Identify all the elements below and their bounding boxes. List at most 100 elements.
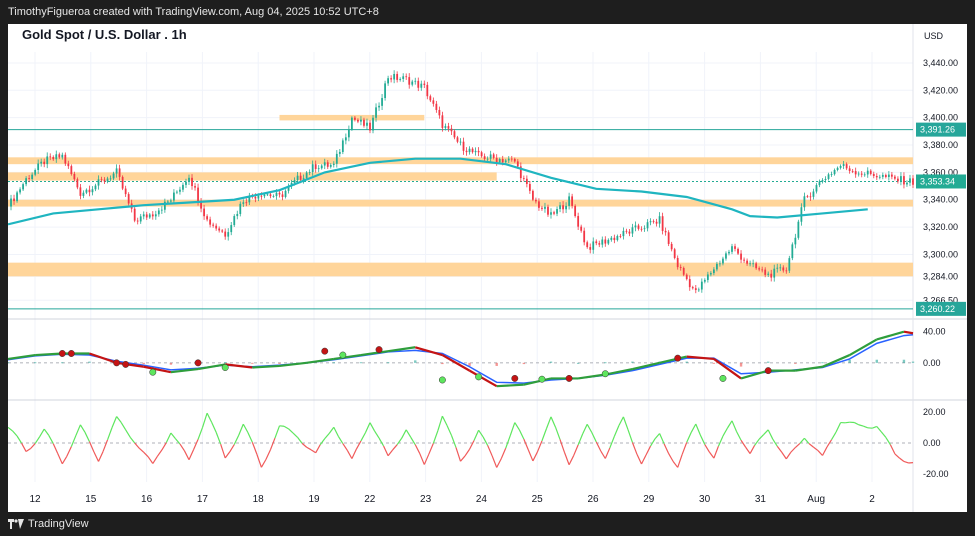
candle-body xyxy=(791,244,794,259)
macd-line-segment xyxy=(795,365,823,372)
momentum-line-segment xyxy=(170,432,176,439)
macd-histogram-bar xyxy=(739,362,743,367)
momentum-line-segment xyxy=(631,442,638,455)
candle-body xyxy=(586,242,589,248)
macd-cross-marker xyxy=(674,354,682,362)
candle-body xyxy=(643,228,646,230)
candle-body xyxy=(734,246,736,249)
price-tick-label: 3,340.00 xyxy=(923,195,958,205)
momentum-line-segment xyxy=(446,424,452,436)
time-tick-label: 12 xyxy=(29,494,41,505)
time-axis[interactable]: 12 15 16 17 18 19 22 23 24 25 26 29 30 31 Aug 2 xyxy=(29,494,875,505)
candle-body xyxy=(670,243,673,250)
momentum-line-segment xyxy=(419,453,425,465)
candle-body xyxy=(610,237,613,240)
tradingview-logo-icon xyxy=(8,519,24,529)
momentum-line-segment xyxy=(387,449,394,457)
momentum-line-segment xyxy=(161,442,167,451)
candle-body xyxy=(550,212,552,215)
momentum-line-segment xyxy=(663,443,670,454)
momentum-line-segment xyxy=(383,445,389,457)
macd-histogram-bar xyxy=(495,362,498,366)
time-tick-label: 31 xyxy=(755,494,767,505)
macd-histogram-bar xyxy=(911,361,915,363)
candle-body xyxy=(188,177,190,182)
momentum-line-segment xyxy=(324,432,330,440)
candle-body xyxy=(124,188,127,195)
candle-body xyxy=(740,253,742,260)
candle-body xyxy=(103,179,106,182)
chart-area[interactable]: 3,440.00 3,420.00 3,400.00 3,380.00 3,360.00… xyxy=(6,24,967,512)
macd-histogram-bar xyxy=(386,362,390,364)
momentum-line-segment xyxy=(514,422,520,431)
price-tick-label: 3,380.00 xyxy=(923,140,958,150)
candle-body xyxy=(109,178,112,180)
momentum-line-segment xyxy=(197,427,204,440)
momentum-line-segment xyxy=(192,439,199,450)
time-tick-label: Aug xyxy=(807,494,825,505)
candle-body xyxy=(827,174,830,179)
candle-body xyxy=(112,173,115,179)
macd-cross-marker xyxy=(58,350,66,357)
candle-body xyxy=(366,122,368,126)
candle-body xyxy=(444,126,447,128)
candle-body xyxy=(426,84,429,97)
candle-body xyxy=(387,78,389,84)
candle-body xyxy=(462,141,465,151)
chart-title: Gold Spot / U.S. Dollar . 1h xyxy=(22,27,187,42)
candle-body xyxy=(866,170,869,175)
candle-body xyxy=(706,274,709,280)
momentum-line-segment xyxy=(206,412,213,423)
momentum-line-segment xyxy=(355,440,362,450)
candle-body xyxy=(73,173,76,180)
momentum-line-segment xyxy=(79,424,86,433)
candle-body xyxy=(709,273,712,275)
candle-body xyxy=(91,189,94,193)
level-label: 3,391.26 xyxy=(920,125,955,135)
momentum-line-segment xyxy=(595,441,602,452)
momentum-line-segment xyxy=(156,449,163,457)
chart-canvas[interactable]: 3,440.00 3,420.00 3,400.00 3,380.00 3,360.00… xyxy=(6,24,967,512)
macd-line-segment xyxy=(170,367,199,374)
price-axis[interactable]: 3,440.00 3,420.00 3,400.00 3,380.00 3,360.00… xyxy=(916,58,966,479)
momentum-line-segment xyxy=(469,440,475,450)
candle-body xyxy=(396,73,399,80)
momentum-line-segment xyxy=(767,429,774,440)
macd-histogram-bar xyxy=(88,361,91,363)
candle-body xyxy=(685,274,688,280)
candle-body xyxy=(94,185,97,190)
momentum-line-segment xyxy=(179,443,185,452)
momentum-line-segment xyxy=(16,435,23,444)
candle-body xyxy=(378,105,380,108)
momentum-line-segment xyxy=(378,437,385,447)
candle-body xyxy=(49,156,52,158)
candle-body xyxy=(456,137,459,142)
candle-body xyxy=(166,201,169,203)
candle-body xyxy=(154,214,157,217)
candle-body xyxy=(522,178,525,179)
macd-line-segment xyxy=(143,365,172,374)
macd-line-segment xyxy=(7,353,36,361)
macd-histogram-bar xyxy=(359,362,363,364)
momentum-line-segment xyxy=(274,425,281,439)
momentum-line-segment xyxy=(509,422,516,436)
momentum-line-segment xyxy=(527,449,534,462)
candle-body xyxy=(746,260,748,264)
momentum-line-segment xyxy=(88,441,95,453)
candle-body xyxy=(441,115,444,128)
macd-cross-marker xyxy=(149,368,157,376)
momentum-line-segment xyxy=(858,424,864,427)
momentum-line-segment xyxy=(582,424,588,435)
momentum-line-segment xyxy=(165,432,172,443)
candle-body xyxy=(646,222,649,229)
candle-body xyxy=(67,163,70,167)
currency-label: USD xyxy=(924,31,944,41)
candle-body xyxy=(559,205,561,210)
candle-body xyxy=(142,214,145,217)
momentum-line-segment xyxy=(102,439,109,452)
momentum-line-segment xyxy=(220,444,226,459)
candle-body xyxy=(197,187,199,202)
momentum-line-segment xyxy=(478,429,484,438)
candle-body xyxy=(28,178,31,179)
tradingview-brand[interactable]: TradingView xyxy=(8,512,89,536)
